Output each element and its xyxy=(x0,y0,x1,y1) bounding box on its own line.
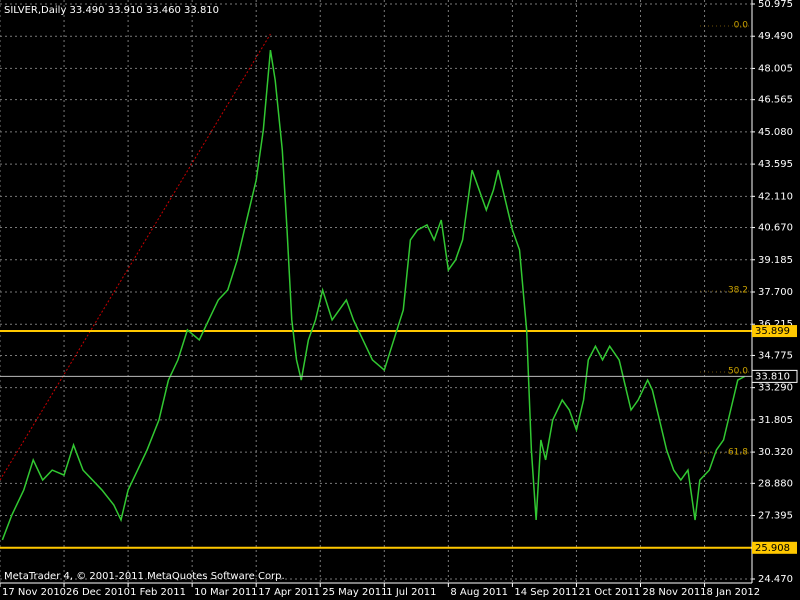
y-tick-label: 40.670 xyxy=(758,223,793,234)
y-tick-label: 42.110 xyxy=(758,191,793,202)
y-tick-label: 27.395 xyxy=(758,511,793,522)
y-tick-label: 30.320 xyxy=(758,447,793,458)
fibo-label: 61.8 xyxy=(728,447,748,457)
y-tick-label: 31.805 xyxy=(758,415,793,426)
footer: MetaTrader 4, © 2001-2011 MetaQuotes Sof… xyxy=(4,571,285,582)
y-tick-label: 50.975 xyxy=(758,0,793,10)
marks xyxy=(0,25,752,549)
y-tick-label: 43.595 xyxy=(758,159,793,170)
chart-title: SILVER,Daily 33.490 33.910 33.460 33.810 xyxy=(4,5,219,16)
x-tick-label: 8 Aug 2011 xyxy=(450,587,508,598)
x-tick-label: 21 Oct 2011 xyxy=(578,587,640,598)
y-tick-label: 28.880 xyxy=(758,478,793,489)
grid xyxy=(0,0,752,583)
y-tick-label: 33.290 xyxy=(758,383,793,394)
price-box xyxy=(751,369,798,383)
y-tick-label: 37.700 xyxy=(758,287,793,298)
fibo-label: 50.0 xyxy=(728,367,748,377)
fibo-label: 0.0 xyxy=(734,21,749,31)
level-label: 35.899 xyxy=(755,326,790,337)
x-tick-label: 14 Sep 2011 xyxy=(514,587,577,598)
y-tick-label: 45.080 xyxy=(758,127,793,138)
level-label: 25.908 xyxy=(755,543,790,554)
y-tick-label: 46.565 xyxy=(758,95,793,106)
y-tick-label: 48.005 xyxy=(758,63,793,74)
x-tick-label: 1 Jul 2011 xyxy=(386,587,436,598)
y-tick-label: 34.775 xyxy=(758,350,793,361)
x-tick-label: 17 Nov 2010 xyxy=(2,587,66,598)
x-tick-label: 28 Nov 2011 xyxy=(643,587,707,598)
x-tick-label: 17 Apr 2011 xyxy=(258,587,320,598)
price-label: 33.810 xyxy=(755,371,790,382)
y-tick-label: 24.470 xyxy=(758,574,793,585)
y-tick-label: 39.185 xyxy=(758,255,793,266)
x-tick-label: 1 Feb 2011 xyxy=(130,587,186,598)
x-tick-label: 8 Jan 2012 xyxy=(707,587,761,598)
trend-line xyxy=(0,33,271,481)
x-tick-label: 25 May 2011 xyxy=(322,587,387,598)
y-tick-label: 49.490 xyxy=(758,31,793,42)
y-tick-label: 36.215 xyxy=(758,319,793,330)
level-box xyxy=(752,541,797,554)
price-line xyxy=(1,49,746,541)
level-box xyxy=(752,325,797,338)
fibo-label: 38.2 xyxy=(728,286,748,296)
x-tick-label: 10 Mar 2011 xyxy=(194,587,257,598)
x-tick-label: 26 Dec 2010 xyxy=(66,587,130,598)
